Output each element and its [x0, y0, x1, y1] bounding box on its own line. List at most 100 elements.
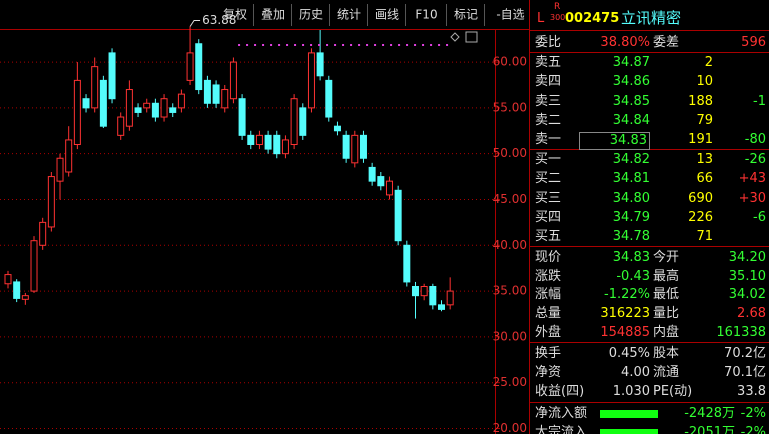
quote-value: 34.20	[728, 250, 766, 265]
book-volume: 79	[696, 112, 713, 128]
candle-body	[238, 98, 246, 136]
book-label: 买二	[535, 171, 562, 187]
finance-label: 流通	[653, 365, 680, 380]
quote-label: 量比	[653, 306, 680, 322]
flow-pct: -2%	[740, 425, 766, 434]
toolbar-button[interactable]: -自选	[496, 8, 524, 22]
kline-chart: 复权叠加历史统计画线F10标记-自选返回60.0055.0050.0045.00…	[0, 0, 530, 434]
quote-label: 最低	[653, 287, 680, 303]
candle-body	[108, 52, 116, 100]
toolbar-button[interactable]: F10	[415, 8, 437, 22]
finance-label: 收益(四)	[535, 384, 585, 399]
candle-body	[229, 61, 237, 100]
toolbar-button[interactable]: 统计	[337, 8, 361, 22]
finance-label: 股本	[653, 346, 680, 361]
candle-body	[212, 84, 220, 104]
book-price: 34.84	[612, 112, 650, 128]
candle-body	[143, 102, 151, 109]
option-button[interactable]	[450, 32, 460, 42]
y-tick-label: 55.00	[493, 100, 527, 114]
book-price: 34.85	[612, 93, 650, 109]
candle-body	[177, 93, 185, 109]
finance-value: 70.2亿	[724, 346, 766, 361]
annotation-arrow	[189, 20, 201, 27]
candle-body	[429, 286, 437, 306]
candle-body	[255, 134, 263, 146]
quote-label: 外盘	[535, 324, 562, 340]
y-tick-label: 20.00	[493, 421, 527, 434]
candle-body	[342, 134, 350, 159]
flow-pct: -2%	[740, 406, 766, 421]
candle-body	[169, 107, 177, 113]
y-tick-label: 30.00	[493, 329, 527, 343]
quote-label: 现价	[535, 250, 562, 265]
candle-body	[117, 116, 125, 136]
finance-label: PE(动)	[653, 384, 693, 399]
candle-body	[333, 125, 341, 132]
divider	[530, 30, 769, 31]
candle-body	[281, 139, 289, 155]
candle-body	[73, 79, 81, 146]
toolbar-button[interactable]: 标记	[454, 8, 478, 22]
zoom-button[interactable]	[465, 31, 478, 43]
max-price-label: 63.88	[202, 13, 236, 27]
book-change: +43	[738, 171, 766, 187]
label: 委比	[535, 35, 562, 50]
candle-body	[403, 244, 411, 283]
finance-value: 33.8	[737, 384, 766, 399]
book-price: 34.83	[578, 132, 650, 151]
candle-body	[264, 134, 272, 150]
finance-value: 4.00	[621, 365, 650, 380]
finance-value: 1.030	[612, 384, 650, 399]
book-change: -6	[753, 209, 766, 225]
quote-label: 总量	[535, 306, 562, 322]
index-tag: R	[554, 2, 561, 12]
book-change: -26	[744, 152, 766, 167]
flow-bar	[600, 410, 658, 418]
candle-body	[273, 134, 281, 155]
y-tick-label: 35.00	[493, 284, 527, 298]
book-label: 买一	[535, 152, 562, 167]
candle-body	[186, 52, 194, 81]
candle-body	[134, 107, 142, 113]
book-volume: 2	[704, 55, 713, 70]
candle-body	[125, 89, 133, 127]
toolbar-button[interactable]: 画线	[375, 8, 399, 22]
candle-body	[359, 134, 367, 159]
candle-body	[351, 134, 359, 164]
toolbar-button[interactable]: 复权	[223, 8, 247, 22]
quote-label: 最高	[653, 268, 680, 284]
quote-panel: L R 300 002475 立讯精密 委比 38.80% 委差 596 卖五 34.87…	[530, 0, 769, 434]
finance-label: 换手	[535, 346, 562, 361]
book-price: 34.82	[612, 152, 650, 167]
book-change: -80	[744, 132, 766, 148]
candle-body	[290, 98, 298, 146]
flow-bar	[600, 429, 658, 434]
candle-body	[99, 79, 107, 127]
quote-value: 35.10	[728, 268, 766, 284]
book-price: 34.87	[612, 55, 650, 70]
toolbar-bg	[0, 0, 530, 29]
finance-value: 70.1亿	[724, 365, 766, 380]
stock-name: 立讯精密	[621, 9, 682, 27]
candle-body	[151, 102, 159, 118]
candle-body	[4, 274, 12, 285]
flow-label: 净流入额	[535, 406, 588, 421]
candle-body	[316, 52, 324, 77]
divider	[530, 246, 769, 247]
candle-body	[446, 290, 454, 306]
index-tag: 300	[550, 13, 566, 22]
candle-body	[21, 295, 29, 300]
book-price: 34.86	[612, 74, 650, 90]
book-volume: 13	[696, 152, 713, 167]
ratio-value: 38.80%	[600, 35, 650, 50]
candle-body	[39, 221, 47, 246]
candle-body	[368, 166, 376, 182]
candle-body	[325, 79, 333, 118]
toolbar-button[interactable]: 历史	[299, 8, 323, 22]
candle-body	[195, 43, 203, 91]
finance-value: 0.45%	[608, 346, 650, 361]
toolbar-button[interactable]: 叠加	[261, 8, 285, 22]
quote-label: 涨跌	[535, 268, 562, 284]
